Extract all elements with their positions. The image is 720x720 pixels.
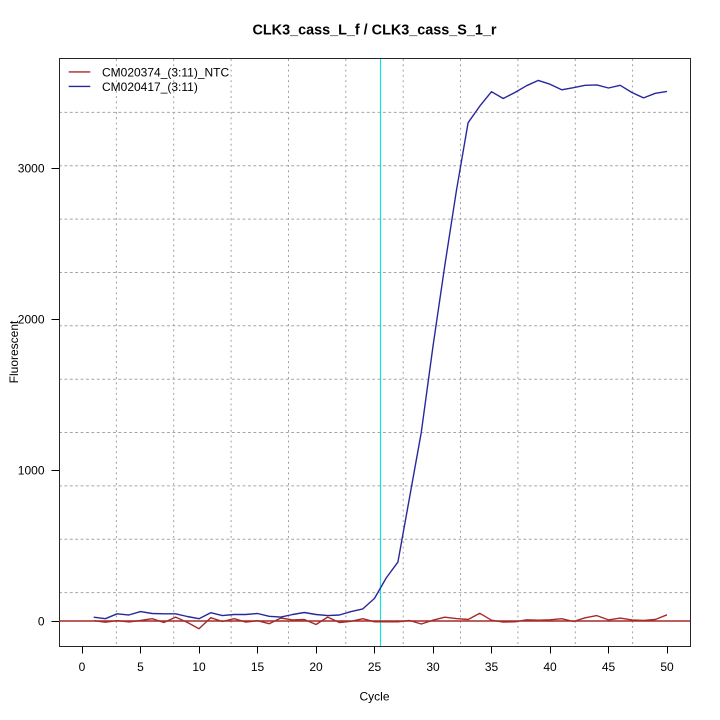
svg-text:1000: 1000 [18,463,45,477]
svg-text:CM020417_(3:11): CM020417_(3:11) [102,80,198,94]
svg-text:2000: 2000 [18,312,45,326]
svg-text:CM020374_(3:11)_NTC: CM020374_(3:11)_NTC [102,65,230,79]
svg-text:3000: 3000 [18,161,45,175]
svg-text:CLK3_cass_L_f / CLK3_cass_S_1_: CLK3_cass_L_f / CLK3_cass_S_1_r [253,23,497,39]
svg-text:45: 45 [602,660,616,674]
svg-text:0: 0 [79,660,86,674]
svg-text:30: 30 [426,660,440,674]
svg-text:15: 15 [251,660,265,674]
svg-text:Fluorescent: Fluorescent [7,320,21,383]
svg-text:Cycle: Cycle [359,690,389,704]
svg-text:35: 35 [485,660,499,674]
svg-text:40: 40 [543,660,557,674]
svg-text:5: 5 [137,660,144,674]
svg-text:20: 20 [309,660,323,674]
svg-text:0: 0 [38,614,45,628]
svg-text:25: 25 [368,660,382,674]
svg-text:50: 50 [660,660,674,674]
svg-text:10: 10 [192,660,206,674]
